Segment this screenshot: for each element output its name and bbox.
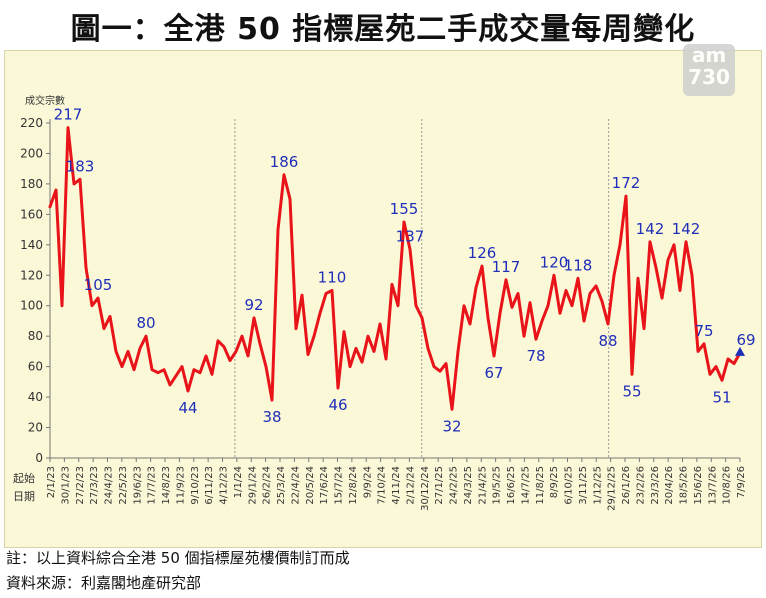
y-tick-label: 140 [20,238,43,252]
x-tick-label: 27/2/23 [75,466,86,505]
y-tick-label: 220 [20,116,43,130]
x-tick-label: 30/1/23 [60,466,71,505]
chart-area: 成交宗數 0 20 40 60 80 100 120 140 160 180 200 220 2/1/23… [4,50,762,548]
x-tick-label: 2/12/24 [405,466,416,505]
data-label: 137 [396,227,425,245]
data-label: 217 [54,106,83,124]
x-axis-title-line2: 日期 [13,490,35,503]
y-tick-label: 60 [28,360,43,374]
x-tick-label: 11/8/25 [535,466,546,505]
x-tick-label: 16/6/25 [506,466,517,505]
x-tick-label: 9/10/23 [190,466,201,505]
data-label: 46 [328,396,347,414]
x-tick-label: 20/4/26 [664,466,675,505]
x-tick-label: 4/12/23 [219,466,230,505]
y-tick-label: 200 [20,146,43,160]
x-tick-label: 29/12/25 [607,466,618,511]
y-axis-title: 成交宗數 [25,94,65,107]
y-tick-label: 100 [20,299,43,313]
x-tick-label: 23/2/26 [635,466,646,505]
data-label: 38 [262,408,281,426]
x-tick-label: 8/9/25 [549,466,560,498]
x-tick-label: 6/11/23 [204,466,215,505]
data-label: 126 [468,244,497,262]
data-label: 51 [712,388,731,406]
data-label: 80 [136,314,155,332]
series-line [48,126,742,411]
x-tick-label: 1/12/25 [592,466,603,505]
x-tick-label: 22/4/24 [290,466,301,505]
y-tick-label: 80 [28,329,43,343]
x-tick-label: 24/3/25 [463,466,474,505]
x-tick-label: 10/8/26 [722,466,733,505]
data-label: 75 [694,322,713,340]
x-tick-label: 14/8/23 [161,466,172,505]
line-chart: 成交宗數 0 20 40 60 80 100 120 140 160 180 200 220 2/1/23… [13,94,756,511]
y-tick-label: 180 [20,177,43,191]
x-tick-label: 11/9/23 [175,466,186,505]
x-tick-label: 17/7/23 [147,466,158,505]
data-label: 142 [636,220,665,238]
x-tick-label: 7/9/26 [736,466,747,498]
x-tick-label: 24/4/23 [104,466,115,505]
x-tick-label: 27/3/23 [89,466,100,505]
x-tick-label: 12/8/24 [348,466,359,505]
am730-logo: am 730 [683,44,735,96]
data-label: 183 [66,157,95,175]
data-label: 44 [178,399,197,417]
x-tick-label: 19/5/25 [492,466,503,505]
x-tick-label: 26/2/24 [262,466,273,505]
data-label: 155 [390,200,419,218]
x-tick-label: 6/10/25 [564,466,575,505]
x-tick-label: 1/1/24 [233,466,244,498]
x-tick-label: 7/10/24 [377,466,388,505]
x-tick-label: 27/1/25 [434,466,445,505]
x-tick-label: 17/6/24 [319,466,330,505]
x-tick-label: 13/7/26 [707,466,718,505]
footnote: 註：以上資料綜合全港 50 個指標屋苑樓價制訂而成 [6,549,350,567]
data-label: 67 [484,364,503,382]
data-label: 142 [672,220,701,238]
y-tick-label: 0 [35,451,43,465]
x-tick-label: 26/1/26 [621,466,632,505]
data-label: 118 [564,256,593,274]
x-tick-label: 9/9/24 [362,466,373,498]
x-tick-label: 18/5/26 [679,466,690,505]
data-label: 186 [270,153,299,171]
source-note: 資料來源：利嘉閣地產研究部 [6,574,202,592]
data-label: 110 [318,269,347,287]
data-label: 120 [540,253,569,271]
x-tick-label: 2/1/23 [46,466,57,498]
x-tick-label: 22/5/23 [118,466,129,505]
x-tick-label: 21/4/25 [477,466,488,505]
x-tick-label: 30/12/24 [420,466,431,511]
data-label: 55 [622,382,641,400]
y-tick-label: 20 [28,421,43,435]
y-tick-label: 120 [20,268,43,282]
x-tick-label: 14/7/25 [520,466,531,505]
data-label: 78 [526,347,545,365]
data-label: 172 [612,174,641,192]
x-tick-label: 25/3/24 [276,466,287,505]
x-tick-label: 15/7/24 [334,466,345,505]
x-tick-label: 19/6/23 [132,466,143,505]
x-tick-label: 29/1/24 [247,466,258,505]
x-axis-title-line1: 起始 [13,471,35,485]
x-tick-label: 15/6/26 [693,466,704,505]
x-tick-label: 4/11/24 [391,466,402,505]
y-tick-label: 40 [28,390,43,404]
y-tick-label: 160 [20,207,43,221]
data-label: 117 [492,258,521,276]
data-label: 105 [84,276,113,294]
x-tick-label: 20/5/24 [305,466,316,505]
x-tick-label: 3/11/25 [578,466,589,505]
last-point-marker [735,346,745,356]
data-label: 32 [442,417,461,435]
x-tick-label: 24/2/25 [449,466,460,505]
data-label: 69 [736,331,755,349]
chart-title: 圖一：全港 50 指標屋苑二手成交量每周變化 [70,12,696,47]
data-label: 92 [244,296,263,314]
data-label: 88 [598,332,617,350]
x-tick-label: 23/3/26 [650,466,661,505]
